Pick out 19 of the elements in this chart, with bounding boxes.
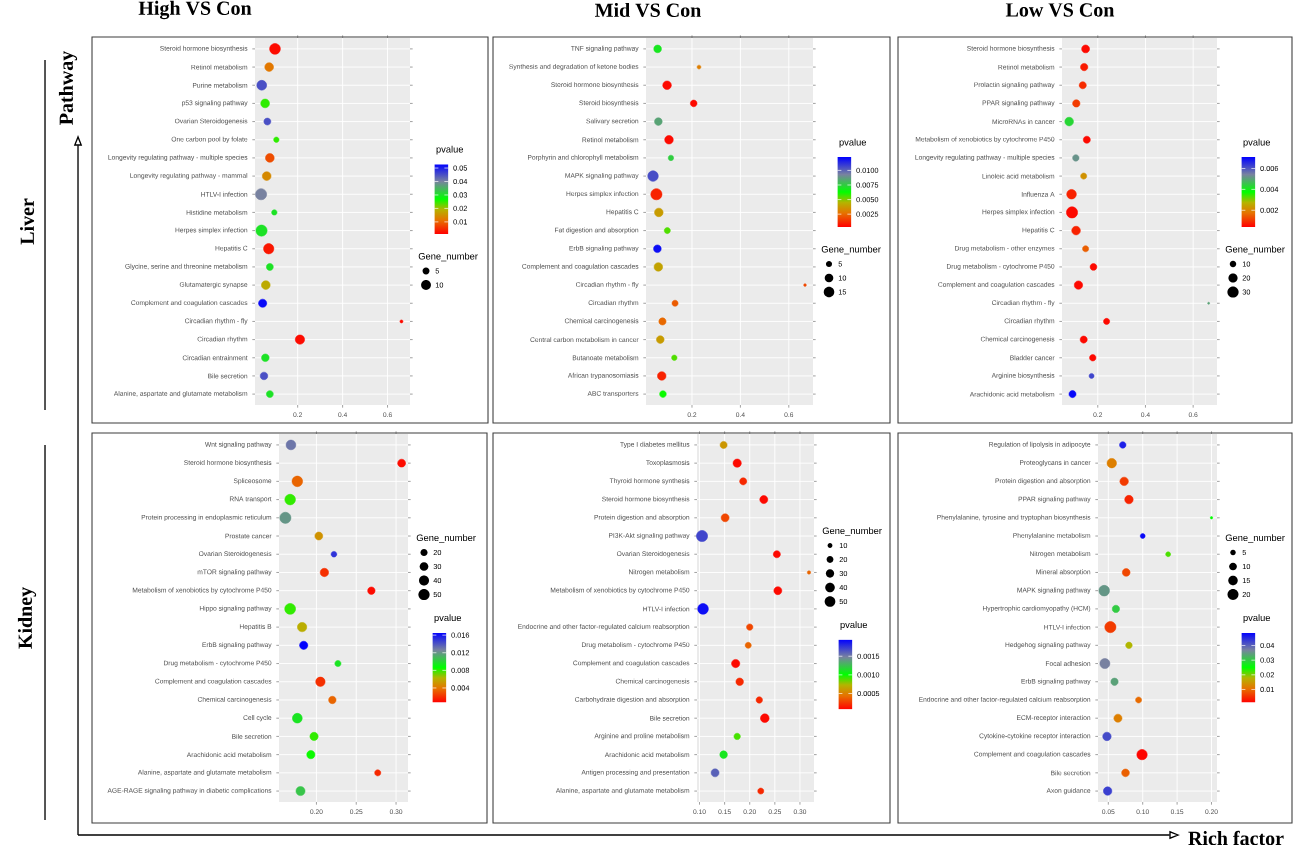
legend-title: Gene_number (822, 527, 882, 536)
legend-title: Gene_number (418, 252, 478, 262)
color-bar-title: pvalue (840, 621, 868, 630)
text: Liver (19, 198, 35, 245)
chart-title: Low VS Con (1005, 3, 1115, 17)
chart-title: Mid VS Con (595, 2, 702, 18)
color-bar-title: pvalue (434, 614, 462, 623)
text: Kidney (17, 587, 37, 649)
color-bar-title: pvalue (1243, 138, 1271, 148)
x-axis-title: Rich factor (1188, 830, 1284, 846)
chart-title: High VS Con (138, 0, 252, 20)
legend-title: Gene_number (1225, 245, 1285, 255)
legend-title: Gene_number (821, 245, 881, 255)
legend-title: Gene_number (1225, 534, 1285, 543)
color-bar-title: pvalue (839, 138, 867, 148)
y-axis-title: Pathway (58, 50, 78, 125)
color-bar-title: pvalue (1243, 614, 1271, 623)
legend-title: Gene_number (416, 534, 476, 543)
color-bar-title: pvalue (436, 145, 464, 155)
